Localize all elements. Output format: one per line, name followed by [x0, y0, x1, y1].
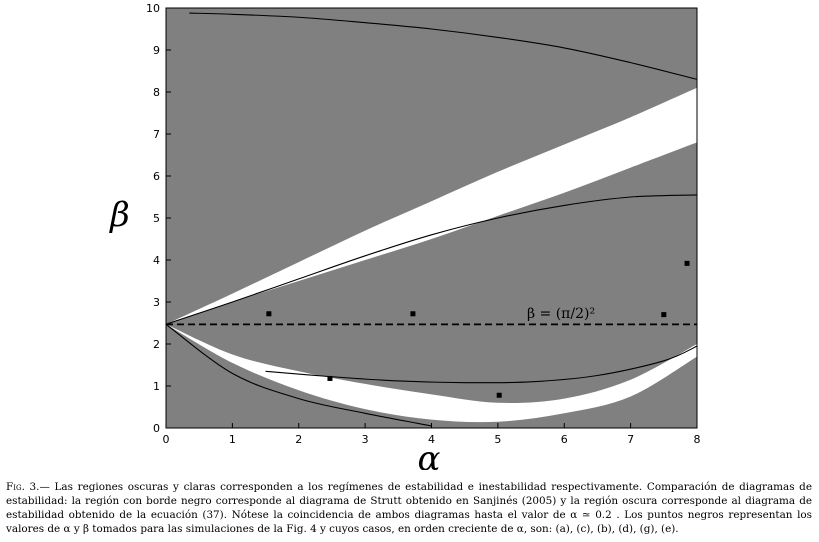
simulation-points	[266, 260, 690, 398]
x-axis-ticks: 0 1 2 3 4 5 6 7 8	[163, 423, 701, 446]
y-axis-ticks: 0 1 2 3 4 5 6 7 8 9 10	[146, 2, 171, 435]
x-axis-label: α	[418, 439, 441, 470]
data-point-1	[266, 311, 272, 317]
strutt-curve-3	[189, 12, 697, 80]
x-tick-label: 2	[295, 433, 302, 446]
strutt-curve-2	[166, 323, 432, 427]
light-region-lower	[166, 324, 697, 423]
y-tick-label: 10	[146, 2, 160, 15]
strutt-curve-1	[166, 194, 697, 325]
y-tick-label: 5	[153, 212, 160, 225]
data-point-2	[327, 375, 333, 381]
strutt-boundary-curves	[166, 12, 697, 427]
x-tick-label: 0	[163, 433, 170, 446]
x-tick-label: 8	[694, 433, 701, 446]
figure-caption: Fig. 3.— Las regiones oscuras y claras c…	[6, 480, 812, 536]
x-tick-label: 6	[561, 433, 568, 446]
data-point-4	[496, 392, 502, 398]
caption-tag: Fig. 3.—	[6, 481, 50, 493]
x-tick-label: 7	[627, 433, 634, 446]
stability-diagram: 0 1 2 3 4 5 6 7 8 0 1 2 3 4 5 6 7 8 9 10 α β β = (π/2)²	[108, 2, 701, 470]
y-tick-label: 8	[153, 86, 160, 99]
x-tick-label: 1	[229, 433, 236, 446]
x-tick-label: 5	[494, 433, 501, 446]
data-point-6	[684, 260, 690, 266]
data-point-5	[661, 312, 667, 318]
y-tick-label: 6	[153, 170, 160, 183]
plot-area	[166, 8, 697, 428]
chart-canvas: 0 1 2 3 4 5 6 7 8 0 1 2 3 4 5 6 7 8 9 10 α β β = (π/2)²	[108, 2, 701, 470]
y-tick-label: 7	[153, 128, 160, 141]
y-tick-label: 9	[153, 44, 160, 57]
x-tick-label: 3	[362, 433, 369, 446]
y-tick-label: 3	[153, 296, 160, 309]
y-tick-label: 4	[153, 254, 160, 267]
y-tick-label: 1	[153, 380, 160, 393]
data-point-3	[410, 311, 416, 317]
x-tick-label: 4	[428, 433, 435, 446]
y-axis-label: β	[108, 195, 130, 235]
light-region-upper	[166, 87, 697, 325]
y-tick-label: 0	[153, 422, 160, 435]
caption-text: Las regiones oscuras y claras correspond…	[6, 481, 812, 535]
reference-line-label: β = (π/2)²	[527, 306, 595, 322]
strutt-curve-4	[265, 345, 697, 384]
y-tick-label: 2	[153, 338, 160, 351]
